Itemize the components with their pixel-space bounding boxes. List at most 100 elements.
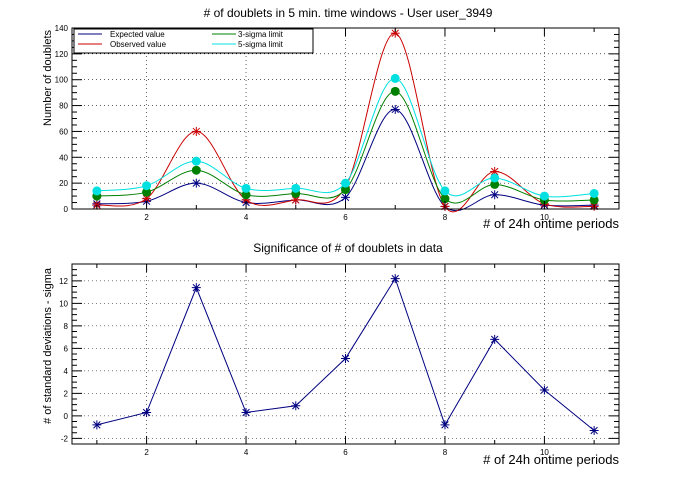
- top-series-line-0: [96, 108, 595, 212]
- top-series-0-point-3-d2: [192, 179, 201, 187]
- bottom-ytick-label-8: 8: [64, 322, 69, 331]
- bottom-xtick-label-8: 8: [443, 448, 448, 457]
- bottom-series-0-point-1-d2: [93, 421, 101, 429]
- top-series: [92, 28, 599, 213]
- bottom-xtick-label-4: 4: [244, 448, 249, 457]
- top-y-axis-label: Number of doublets: [42, 30, 54, 126]
- bottom-series-0-point-5: [291, 401, 301, 411]
- bottom-series-0-point-4: [241, 408, 251, 417]
- top-series-2-point-2: [142, 187, 152, 197]
- top-ytick-label-40: 40: [59, 153, 68, 162]
- bottom-series-0-point-4-d2: [242, 408, 250, 417]
- top-series-2-point-4: [241, 190, 251, 200]
- top-panel: # of doublets in 5 min. time windows - U…: [42, 6, 620, 231]
- top-series-2-point-7: [390, 86, 400, 96]
- top-ytick-label-120: 120: [55, 50, 69, 59]
- bottom-series-0-point-11-d2: [590, 426, 598, 435]
- top-series-0-point-7-d2: [391, 105, 399, 114]
- bottom-xtick-label-10: 10: [540, 448, 549, 457]
- top-series-2-point-3: [191, 165, 201, 175]
- top-ytick-label-80: 80: [59, 102, 68, 111]
- bottom-series-0-point-2-d2: [142, 408, 151, 417]
- bottom-ytick-label-0: 0: [64, 412, 69, 421]
- bottom-series-0-point-9-d2: [490, 335, 499, 344]
- top-series-3-point-7: [390, 73, 400, 83]
- bottom-ticks: 2 4 6 8 10 -2 0 2 4 6 8 10 12: [59, 263, 619, 457]
- bottom-series-0-point-8: [440, 420, 450, 430]
- bottom-series-0-point-3: [191, 283, 201, 293]
- bottom-series-0-point-11: [589, 426, 599, 435]
- top-series-1-point-3-d2: [192, 127, 201, 136]
- bottom-ytick-label-4: 4: [64, 367, 69, 376]
- top-series-3-point-3: [191, 156, 201, 166]
- bottom-ytick-label-12: 12: [59, 277, 68, 286]
- bottom-series-0-point-7-d2: [391, 274, 399, 283]
- top-series-3-point-10: [539, 191, 549, 201]
- top-ytick-label-60: 60: [59, 127, 68, 136]
- bottom-series-0-point-1: [92, 420, 102, 430]
- top-series-line-2: [96, 90, 595, 204]
- top-series-3-point-6: [341, 178, 350, 188]
- bottom-series-0-point-9: [490, 334, 500, 344]
- legend-box: [73, 28, 314, 54]
- top-xtick-label-2: 2: [144, 213, 149, 222]
- bottom-series-0-point-7: [390, 274, 400, 284]
- top-series-3-point-8: [440, 186, 450, 196]
- bottom-series-0-point-10: [539, 385, 549, 395]
- top-ytick-label-0: 0: [64, 205, 69, 214]
- top-series-3-point-1: [92, 186, 102, 196]
- top-series-2-point-9: [490, 179, 500, 189]
- top-series-2-point-11: [589, 195, 599, 205]
- legend-label-5sigma: 5-sigma limit: [238, 40, 284, 49]
- legend-label-3sigma: 3-sigma limit: [238, 30, 284, 39]
- bottom-ytick-label--2: -2: [61, 434, 69, 443]
- top-series-0-point-7: [390, 104, 400, 114]
- top-series-0-point-6: [341, 192, 350, 202]
- top-series-1-point-2-d2: [142, 194, 151, 203]
- bottom-series-0-point-10-d2: [540, 386, 549, 394]
- bottom-series-0-point-6: [341, 354, 350, 363]
- bottom-series-0-point-2: [142, 408, 152, 417]
- top-series-0-point-3: [191, 178, 201, 188]
- bottom-series: [92, 274, 599, 435]
- top-series-1-point-3: [191, 126, 201, 136]
- bottom-xtick-label-6: 6: [343, 448, 348, 457]
- top-series-0-point-9: [490, 190, 500, 200]
- top-series-3-point-11: [589, 188, 599, 198]
- legend-label-observed: Observed value: [110, 40, 167, 49]
- bottom-x-axis-label: # of 24h ontime periods: [483, 452, 619, 467]
- top-x-axis-label: # of 24h ontime periods: [483, 216, 619, 231]
- legend-label-expected: Expected value: [110, 30, 165, 39]
- top-ytick-label-140: 140: [55, 24, 69, 33]
- bottom-series-0-point-8-d2: [441, 421, 449, 429]
- bottom-xtick-label-2: 2: [144, 448, 149, 457]
- bottom-title: Significance of # of doublets in data: [253, 241, 443, 255]
- top-series-3-point-4: [241, 183, 251, 193]
- bottom-ytick-label-6: 6: [64, 344, 69, 353]
- top-ytick-label-100: 100: [55, 76, 69, 85]
- bottom-series-0-point-5-d2: [292, 402, 300, 410]
- top-title: # of doublets in 5 min. time windows - U…: [204, 6, 493, 20]
- top-series-0-point-9-d2: [490, 191, 499, 199]
- top-series-2-point-8: [440, 194, 450, 204]
- top-legend: Expected value Observed value 3-sigma li…: [73, 28, 314, 54]
- top-series-3-point-5: [291, 183, 301, 193]
- top-series-0-point-6-d2: [341, 193, 350, 202]
- top-xtick-label-10: 10: [540, 213, 549, 222]
- bottom-y-axis-label: # of standard deviations - sigma: [42, 267, 54, 424]
- bottom-ytick-label-2: 2: [64, 389, 69, 398]
- top-series-1-point-9-d2: [490, 167, 499, 176]
- top-series-line-3: [96, 77, 595, 198]
- bottom-ytick-label-10: 10: [59, 299, 68, 308]
- bottom-series-0-point-6-d2: [341, 354, 350, 363]
- top-series-2-point-6: [341, 185, 350, 195]
- bottom-panel: Significance of # of doublets in data 2 4…: [42, 241, 620, 467]
- top-xtick-label-4: 4: [244, 213, 249, 222]
- top-series-3-point-9: [490, 173, 500, 183]
- bottom-series-0-point-3-d2: [192, 283, 201, 292]
- top-ytick-label-20: 20: [59, 179, 68, 188]
- top-series-3-point-2: [142, 181, 152, 191]
- top-series-1-point-5-d2: [292, 196, 300, 204]
